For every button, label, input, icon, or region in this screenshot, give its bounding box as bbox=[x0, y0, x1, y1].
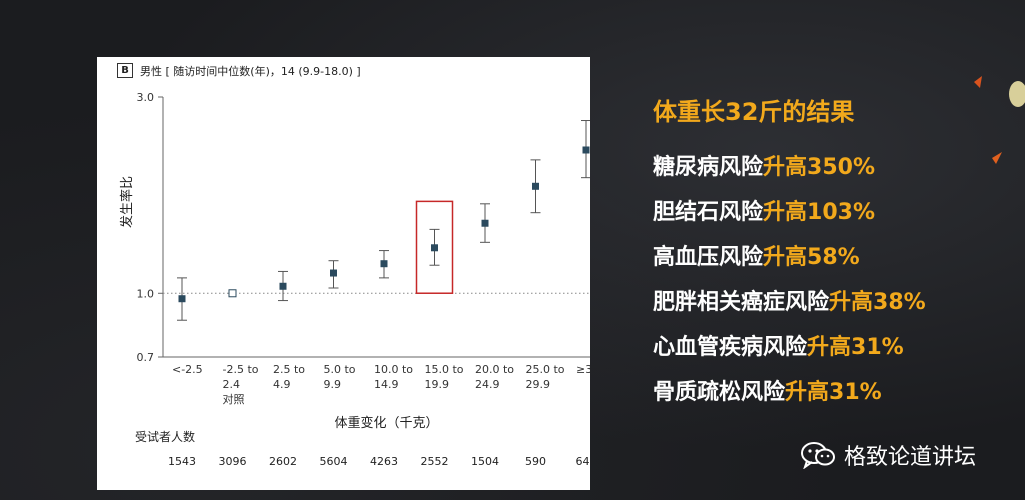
risk-item-gallstones: 胆结石风险升高103% bbox=[653, 194, 926, 239]
participant-count: 5604 bbox=[320, 455, 348, 468]
highlight-box bbox=[415, 200, 454, 294]
risk-value: 升高38% bbox=[829, 290, 926, 315]
data-point bbox=[228, 289, 237, 298]
x-tick-label: 25.0 to bbox=[526, 363, 565, 376]
summary-headline: 体重长32斤的结果 bbox=[653, 98, 855, 126]
risk-item-diabetes: 糖尿病风险升高350% bbox=[653, 149, 926, 194]
chart-panel: B 男性 [ 随访时间中位数(年)，14 (9.9-18.0) ] 0.7 1.0… bbox=[97, 57, 590, 490]
risk-label: 胆结石风险 bbox=[653, 200, 764, 225]
risk-item-cardiovascular: 心血管疾病风险升高31% bbox=[653, 329, 926, 374]
brand-watermark: 格致论道讲坛 bbox=[800, 439, 976, 471]
data-point bbox=[532, 182, 539, 190]
participant-count: 1504 bbox=[471, 455, 499, 468]
participant-count: 640 bbox=[576, 455, 591, 468]
wechat-icon bbox=[801, 442, 835, 469]
risk-item-osteoporosis: 骨质疏松风险升高31% bbox=[653, 374, 926, 419]
risk-item-hypertension: 高血压风险升高58% bbox=[653, 239, 926, 284]
x-tick-label: 24.9 bbox=[475, 378, 500, 391]
summary-section: 体重长32斤的结果 糖尿病风险升高350% 胆结石风险升高103% 高血压风险升… bbox=[653, 92, 926, 419]
x-axis-label: 体重变化（千克） bbox=[334, 415, 438, 431]
x-tick-label: 19.9 bbox=[425, 378, 450, 391]
participant-count: 590 bbox=[525, 455, 546, 468]
risk-value: 升高58% bbox=[763, 245, 860, 270]
risk-value: 升高31% bbox=[807, 335, 904, 360]
data-point bbox=[380, 260, 388, 268]
risk-value: 升高31% bbox=[785, 380, 882, 405]
x-tick-label: 29.9 bbox=[526, 378, 551, 391]
leaf-decoration-icon bbox=[974, 76, 1025, 164]
participants-label: 受试者人数 bbox=[135, 429, 195, 444]
y-tick-label: 3.0 bbox=[137, 91, 155, 104]
data-point bbox=[431, 244, 438, 252]
brand-name: 格致论道讲坛 bbox=[844, 445, 977, 470]
x-tick-label: 5.0 to bbox=[324, 363, 356, 376]
x-tick-label: 对照 bbox=[223, 392, 245, 406]
x-tick-label: 2.5 to bbox=[273, 363, 305, 376]
data-point bbox=[481, 219, 489, 227]
risk-label: 肥胖相关癌症风险 bbox=[653, 290, 830, 315]
risk-label: 骨质疏松风险 bbox=[653, 380, 786, 405]
y-axis-label: 发生率比 bbox=[119, 176, 135, 228]
data-point bbox=[279, 282, 287, 290]
x-tick-label: ≥30.0 bbox=[576, 363, 590, 376]
data-point bbox=[582, 146, 590, 154]
x-tick-label: 15.0 to bbox=[425, 363, 464, 376]
risk-list: 糖尿病风险升高350% 胆结石风险升高103% 高血压风险升高58% 肥胖相关癌… bbox=[653, 149, 926, 419]
x-tick-label: 20.0 to bbox=[475, 363, 514, 376]
risk-label: 高血压风险 bbox=[653, 245, 764, 270]
participant-count: 2552 bbox=[421, 455, 449, 468]
x-tick-label: 14.9 bbox=[374, 378, 399, 391]
x-tick-label: 10.0 to bbox=[374, 363, 413, 376]
y-tick-label: 1.0 bbox=[137, 287, 155, 300]
x-tick-label: 2.4 bbox=[223, 378, 241, 391]
x-tick-label: <-2.5 bbox=[172, 363, 203, 376]
panel-label: B bbox=[117, 63, 133, 78]
data-point bbox=[330, 269, 337, 277]
x-tick-label: 9.9 bbox=[324, 378, 342, 391]
risk-item-obesity-cancer: 肥胖相关癌症风险升高38% bbox=[653, 284, 926, 329]
x-tick-label: -2.5 to bbox=[223, 363, 259, 376]
x-tick-label: 4.9 bbox=[273, 378, 291, 391]
incidence-ratio-chart: 0.7 1.0 3.0 发生率比 <-2.5 1543 -2.5 to 2.4对照 3096 2.… bbox=[119, 91, 591, 468]
risk-label: 糖尿病风险 bbox=[653, 155, 764, 180]
risk-value: 升高350% bbox=[763, 155, 875, 180]
risk-value: 升高103% bbox=[763, 200, 875, 225]
risk-label: 心血管疾病风险 bbox=[653, 335, 808, 360]
panel-title: 男性 [ 随访时间中位数(年)，14 (9.9-18.0) ] bbox=[140, 65, 361, 78]
y-tick-label: 0.7 bbox=[137, 351, 155, 364]
participant-count: 3096 bbox=[219, 455, 247, 468]
participant-count: 4263 bbox=[370, 455, 398, 468]
participant-count: 1543 bbox=[168, 455, 196, 468]
data-point bbox=[178, 295, 186, 303]
participant-count: 2602 bbox=[269, 455, 297, 468]
